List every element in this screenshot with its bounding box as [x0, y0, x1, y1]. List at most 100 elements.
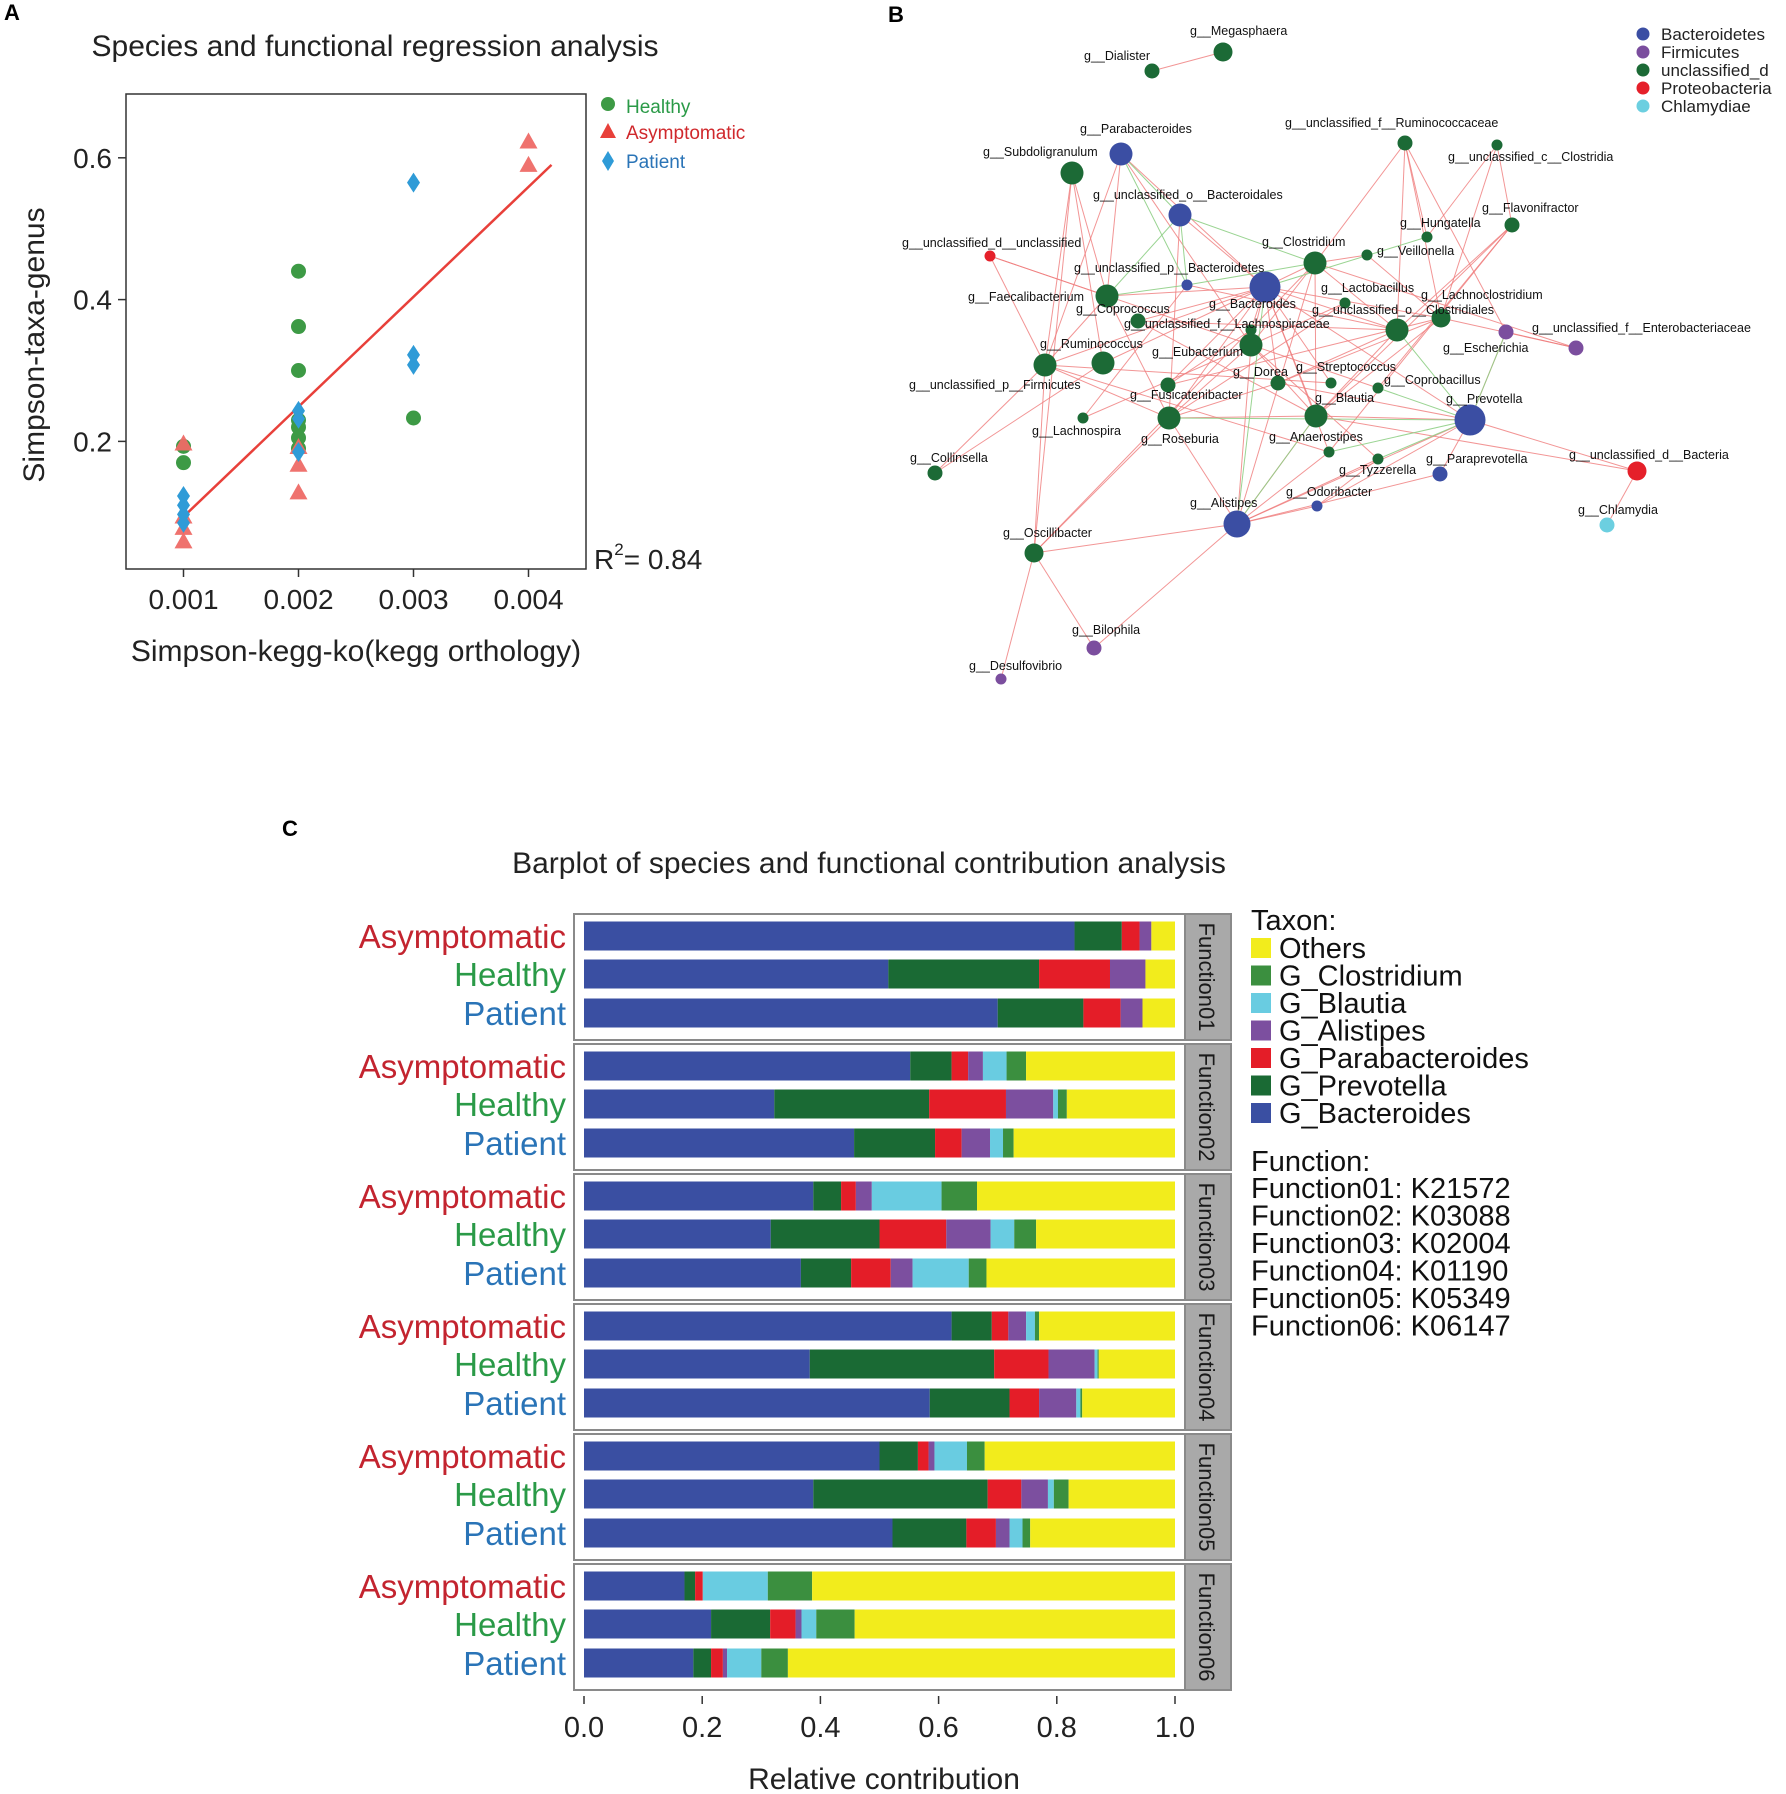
bar-segment-g_alistipes [1048, 1349, 1095, 1379]
x-tick-label: 0.002 [263, 584, 333, 615]
bar-segment-g_parabacteroides [841, 1181, 856, 1211]
bar-segment-g_clostridium [1006, 1051, 1027, 1081]
bar-segment-g_clostridium [1080, 1388, 1083, 1418]
bar-segment-g_bacteroides [584, 1479, 814, 1509]
y-tick-label: 0.2 [73, 426, 112, 457]
node-label: g__Alistipes [1190, 496, 1257, 510]
node-uncl_c_clos [1491, 139, 1503, 151]
negative-correlation-edge [1137, 286, 1266, 322]
node-streptococcus [1325, 377, 1337, 389]
bar-segment-g_parabacteroides [1039, 959, 1110, 989]
negative-correlation-edge [1106, 295, 1170, 419]
legend-label-patient: Patient [626, 152, 686, 173]
legend-label: unclassified_d [1661, 61, 1769, 80]
bar-segment-g_prevotella [774, 1089, 930, 1119]
facet-strip [1184, 1303, 1232, 1431]
bar-segment-g_bacteroides [584, 1128, 855, 1158]
point-asymptomatic [174, 532, 193, 549]
bar-segment-g_blautia [702, 1571, 768, 1601]
scatter-points [174, 132, 538, 549]
bar-segment-g_prevotella [997, 998, 1084, 1028]
node-lactobacillus [1339, 297, 1351, 309]
bar-segment-g_alistipes [1005, 1089, 1054, 1119]
taxon-swatch-g_clostridium [1251, 965, 1271, 986]
facet-label: Function02 [1194, 1053, 1219, 1162]
legend-label-healthy: Healthy [626, 97, 691, 118]
bar-segment-g_prevotella [892, 1518, 967, 1548]
bar-segment-g_alistipes [795, 1609, 802, 1639]
negative-correlation-edge [1044, 364, 1330, 453]
bar-segment-g_alistipes [1109, 959, 1146, 989]
negative-correlation-edge [1033, 523, 1238, 554]
group-label-patient: Patient [463, 1645, 566, 1682]
node-uncl_o_bact [1168, 203, 1192, 227]
node-hungatella [1421, 231, 1433, 243]
node-label: g__Dorea [1233, 365, 1288, 379]
node-desulfovibrio [995, 673, 1007, 685]
negative-correlation-edge [1314, 262, 1577, 349]
bar-segment-g_parabacteroides [1121, 921, 1140, 951]
scatter-legend: Healthy Asymptomatic Patient [600, 97, 745, 173]
node-label: g__Fusicatenibacter [1130, 388, 1243, 402]
bar-segment-g_bacteroides [584, 998, 998, 1028]
taxon-legend-label: G_Clostridium [1279, 961, 1463, 993]
legend-label: Proteobacteria [1661, 79, 1772, 98]
bar-segment-g_parabacteroides [987, 1479, 1022, 1509]
group-label-healthy: Healthy [454, 1346, 566, 1383]
legend-label: Bacteroidetes [1661, 25, 1765, 44]
group-label-healthy: Healthy [454, 1606, 566, 1643]
negative-correlation-edge [1106, 153, 1122, 297]
node-label: g__Roseburia [1141, 432, 1219, 446]
panel-b-letter: B [888, 2, 904, 27]
bar-segment-others [1066, 1089, 1175, 1119]
node-label: g__Lachnoclostridium [1421, 288, 1543, 302]
bar-segment-g_clostridium [968, 1258, 987, 1288]
node-label: g__unclassified_f__Enterobacteriaceae [1532, 321, 1751, 335]
bar-segment-g_clostridium [966, 1441, 985, 1471]
point-asymptomatic [174, 434, 193, 451]
bar-segment-others [1098, 1349, 1175, 1379]
x-tick-label: 0.004 [493, 584, 563, 615]
bar-segment-g_bacteroides [584, 959, 889, 989]
negative-correlation-edge [1167, 329, 1252, 386]
bar-segment-g_alistipes [855, 1181, 872, 1211]
node-label: g__Bilophila [1072, 623, 1140, 637]
point-patient [292, 442, 305, 463]
point-asymptomatic [519, 132, 538, 149]
bar-segment-others [812, 1571, 1175, 1601]
bar-segment-g_alistipes [890, 1258, 913, 1288]
bar-segment-g_bacteroides [584, 1089, 775, 1119]
group-label-patient: Patient [463, 1255, 566, 1292]
bar-segment-g_parabacteroides [991, 1311, 1009, 1341]
point-healthy [291, 319, 306, 335]
negative-correlation-edge [1606, 470, 1638, 526]
group-label-healthy: Healthy [454, 956, 566, 993]
panel-a-letter: A [4, 0, 20, 25]
bar-segment-g_blautia [1076, 1388, 1081, 1418]
x-tick-label: 0.003 [378, 584, 448, 615]
bar-segment-g_prevotella [879, 1441, 918, 1471]
node-label: g__unclassified_f__Ruminococcaceae [1285, 116, 1498, 130]
network-legend: BacteroidetesFirmicutesunclassified_dPro… [1636, 25, 1772, 116]
bar-segment-g_blautia [982, 1051, 1007, 1081]
regression-line [176, 163, 553, 524]
negative-correlation-edge [1120, 153, 1266, 288]
negative-correlation-edge [1404, 142, 1442, 319]
node-label: g__Parabacteroides [1080, 122, 1192, 136]
negative-correlation-edge [1277, 329, 1398, 384]
group-label-healthy: Healthy [454, 1476, 566, 1513]
node-label: g__Prevotella [1446, 392, 1522, 406]
point-patient [407, 172, 420, 193]
positive-correlation-edge [1236, 286, 1266, 525]
negative-correlation-edge [1033, 364, 1046, 554]
node-parabacteroides [1109, 142, 1133, 166]
node-label: g__Coprobacillus [1384, 373, 1481, 387]
node-label: g__Lactobacillus [1321, 281, 1414, 295]
legend-dot-firmicutes [1636, 45, 1650, 59]
legend-label: Chlamydiae [1661, 97, 1751, 116]
positive-correlation-edge [1236, 415, 1317, 525]
bar-segment-others [1142, 998, 1175, 1028]
legend-dot-bacteroidetes [1636, 27, 1650, 41]
